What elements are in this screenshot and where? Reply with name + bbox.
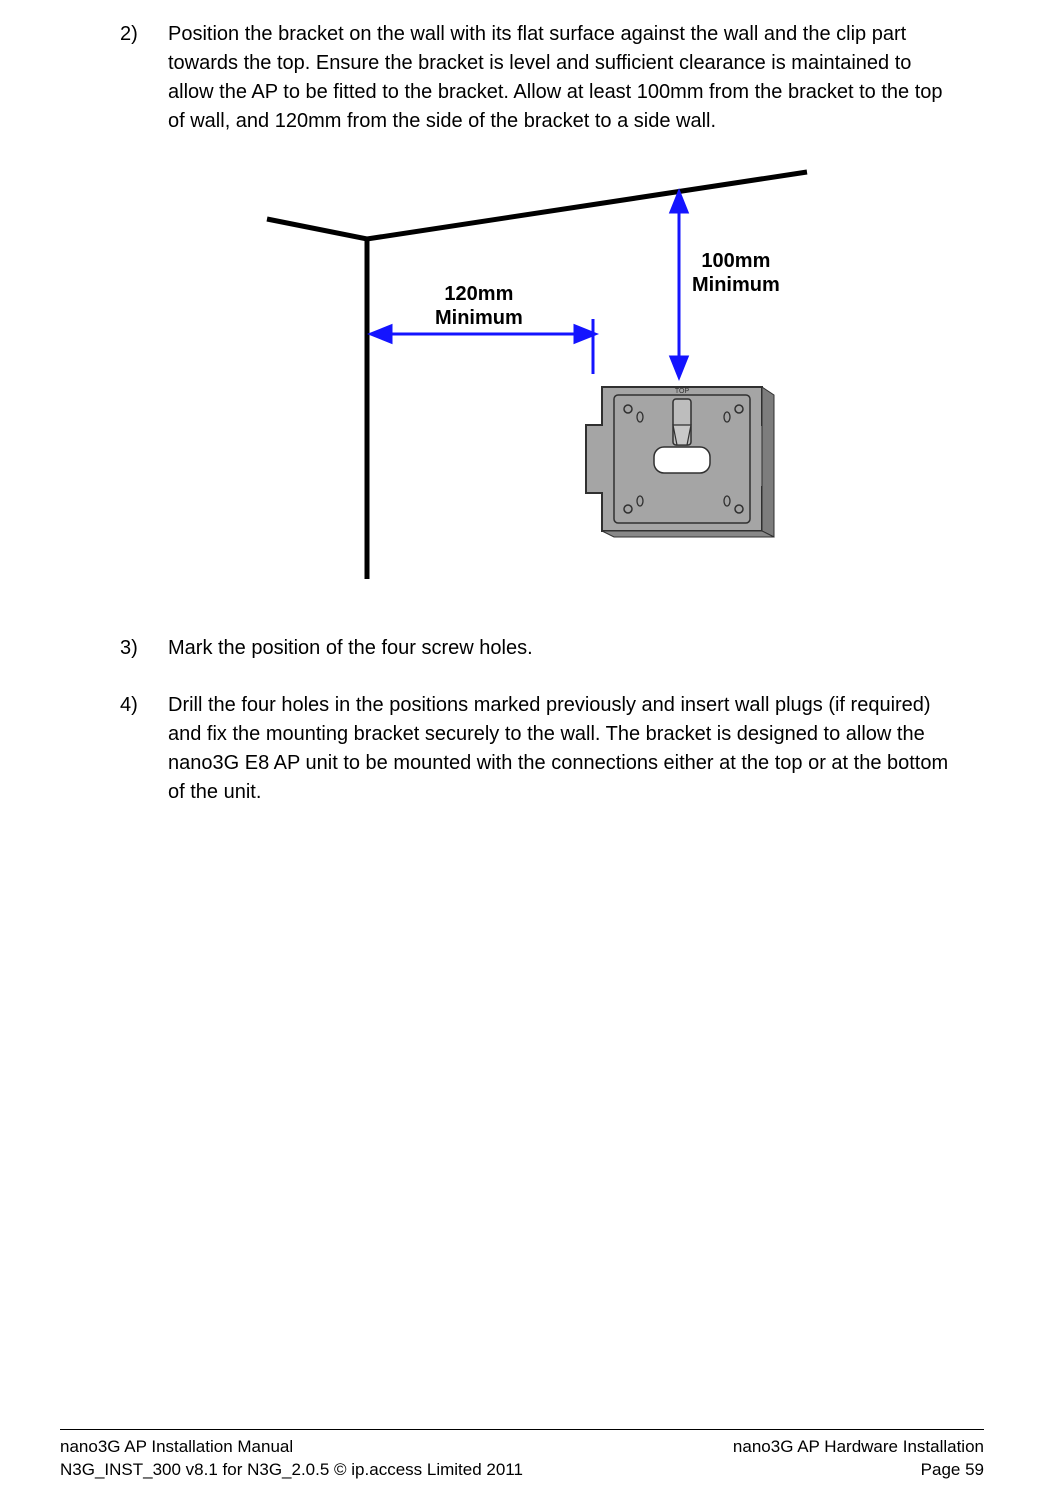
step-4-text: Drill the four holes in the positions ma… bbox=[168, 691, 954, 807]
step-4-num: 4) bbox=[120, 691, 168, 807]
clearance-diagram: TOP bbox=[257, 164, 817, 594]
step-3-text: Mark the position of the four screw hole… bbox=[168, 634, 954, 663]
step-3: 3) Mark the position of the four screw h… bbox=[120, 634, 954, 663]
step-2-text: Position the bracket on the wall with it… bbox=[168, 20, 954, 136]
footer-docinfo: N3G_INST_300 v8.1 for N3G_2.0.5 © ip.acc… bbox=[60, 1459, 523, 1482]
dim-arrow-vertical bbox=[671, 192, 687, 377]
page-footer: nano3G AP Installation Manual N3G_INST_3… bbox=[60, 1429, 984, 1482]
footer-page-number: Page 59 bbox=[733, 1459, 984, 1482]
step-3-num: 3) bbox=[120, 634, 168, 663]
footer-title-right: nano3G AP Hardware Installation bbox=[733, 1436, 984, 1459]
step-2: 2) Position the bracket on the wall with… bbox=[120, 20, 954, 136]
step-4: 4) Drill the four holes in the positions… bbox=[120, 691, 954, 807]
mounting-bracket: TOP bbox=[586, 387, 774, 537]
label-120mm: 120mm Minimum bbox=[435, 282, 523, 330]
wall-top-edge bbox=[267, 172, 807, 239]
footer-title-left: nano3G AP Installation Manual bbox=[60, 1436, 523, 1459]
step-2-num: 2) bbox=[120, 20, 168, 136]
label-100mm: 100mm Minimum bbox=[692, 249, 780, 297]
svg-text:TOP: TOP bbox=[675, 388, 690, 395]
